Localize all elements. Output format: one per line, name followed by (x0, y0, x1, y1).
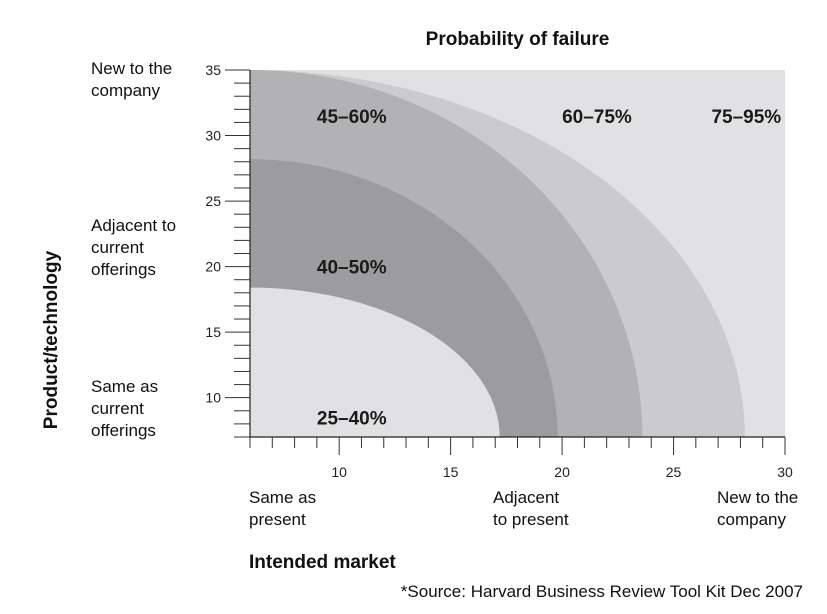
y-category-new: New to the company (91, 59, 173, 100)
y-category-same: Same as current offerings (91, 377, 159, 440)
y-tick-label: 35 (205, 62, 221, 78)
y-tick-label: 25 (205, 193, 221, 209)
source-note: *Source: Harvard Business Review Tool Ki… (400, 582, 803, 601)
x-tick-label: 15 (443, 464, 459, 480)
zone-label-25-40: 25–40% (317, 408, 387, 429)
zone-label-45-60: 45–60% (317, 107, 387, 128)
x-tick-label: 20 (554, 464, 570, 480)
x-tick-label: 10 (331, 464, 347, 480)
chart-title: Probability of failure (425, 29, 610, 50)
x-category-adjacent: Adjacent to present (493, 488, 569, 529)
zone-25-40 (250, 70, 500, 437)
x-tick-label: 25 (666, 464, 682, 480)
x-category-same: Same as present (249, 488, 317, 529)
y-tick-label: 30 (205, 128, 221, 144)
y-category-adjacent: Adjacent to current offerings (91, 216, 177, 279)
y-tick-label: 10 (205, 390, 221, 406)
x-category-new: New to the company (717, 488, 799, 529)
x-tick-label: 30 (777, 464, 793, 480)
zone-label-75-95: 75–95% (711, 107, 781, 128)
y-axis-title: Product/technology (41, 250, 62, 430)
zone-label-60-75: 60–75% (562, 107, 632, 128)
y-tick-label: 15 (205, 324, 221, 340)
x-axis-title: Intended market (249, 552, 396, 573)
y-tick-label: 20 (205, 259, 221, 275)
zone-label-40-50: 40–50% (317, 258, 387, 279)
